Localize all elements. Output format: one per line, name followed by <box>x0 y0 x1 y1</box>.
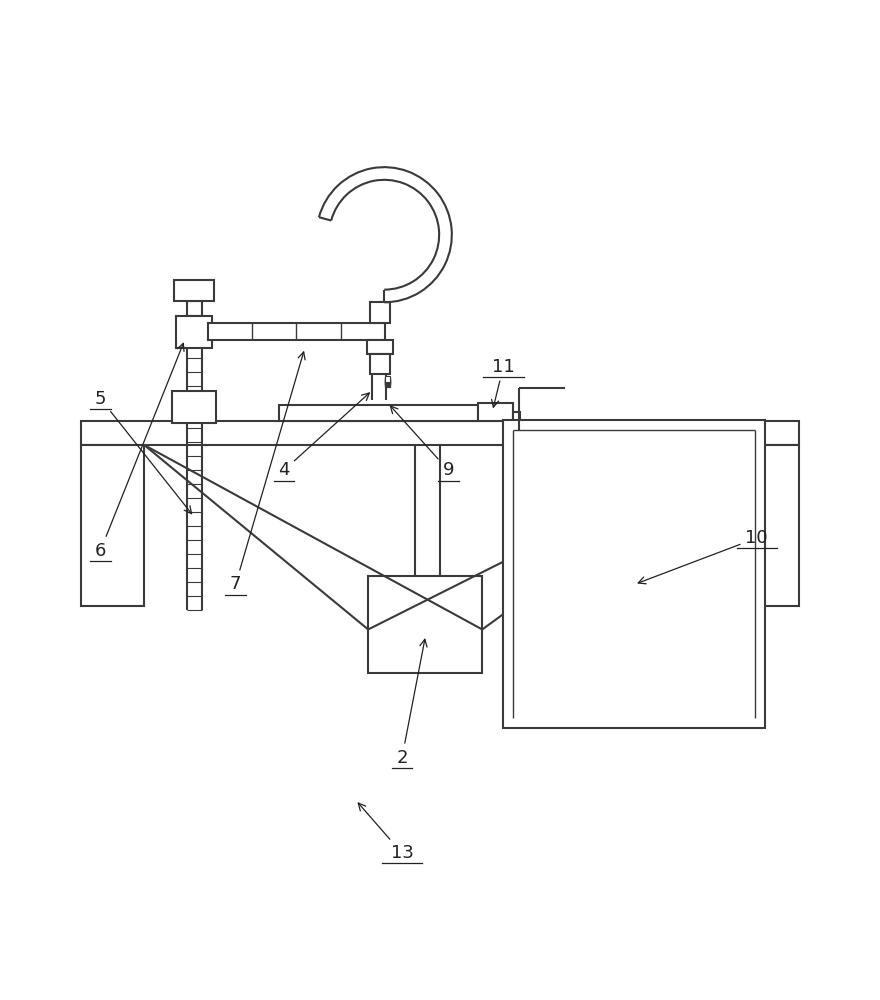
Bar <box>385 381 391 387</box>
Bar <box>514 412 520 421</box>
Bar <box>370 302 390 323</box>
Bar <box>174 280 215 301</box>
Bar <box>503 420 766 728</box>
Bar <box>81 445 144 606</box>
Bar <box>81 421 799 445</box>
Bar <box>385 377 391 383</box>
Bar <box>208 323 385 340</box>
Text: 9: 9 <box>391 406 454 479</box>
Text: 13: 13 <box>358 803 414 862</box>
Text: 4: 4 <box>278 393 370 479</box>
Text: 11: 11 <box>492 358 515 407</box>
Bar <box>385 379 391 384</box>
Bar <box>176 316 212 348</box>
Bar <box>385 379 391 385</box>
Text: 10: 10 <box>638 529 768 584</box>
Bar <box>370 354 390 374</box>
Text: 5: 5 <box>95 390 192 514</box>
Bar <box>385 377 391 382</box>
Text: 6: 6 <box>95 343 184 560</box>
Bar <box>385 381 391 386</box>
Bar <box>385 378 391 384</box>
Bar <box>385 376 391 382</box>
Bar <box>385 378 391 383</box>
Bar <box>385 380 391 385</box>
Bar <box>478 403 514 421</box>
Text: 2: 2 <box>396 639 427 767</box>
Bar <box>367 340 392 354</box>
Bar <box>172 391 216 423</box>
Bar <box>368 576 482 673</box>
Bar <box>736 445 799 606</box>
Bar <box>280 405 478 421</box>
Text: 7: 7 <box>230 352 305 593</box>
Bar <box>385 382 391 387</box>
